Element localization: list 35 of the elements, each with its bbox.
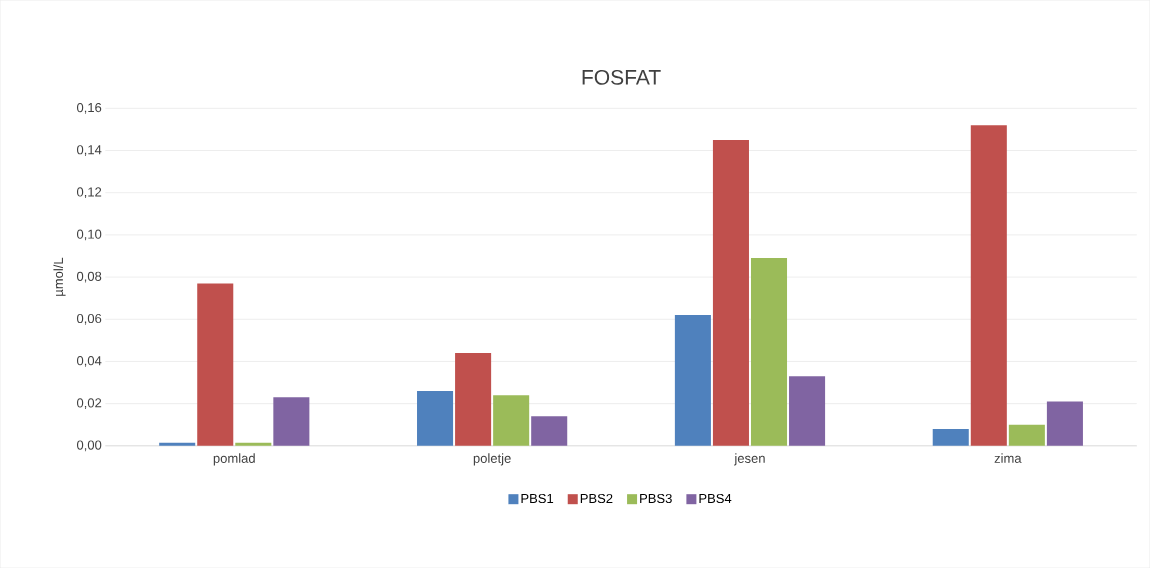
legend-label: PBS1 [521, 493, 554, 504]
bar [493, 395, 530, 446]
y-tick-label: 0,04 [76, 355, 102, 367]
bar [417, 390, 454, 446]
y-tick-label: 0,10 [76, 229, 102, 241]
legend-label: PBS3 [640, 493, 672, 504]
x-tick-label: zima [994, 453, 1022, 463]
bar [674, 314, 711, 446]
bar [1008, 424, 1045, 446]
y-axis-title: µmol/L [53, 257, 66, 296]
y-tick-label: 0,06 [76, 313, 102, 325]
bar [159, 442, 196, 446]
bar [789, 376, 826, 446]
y-tick-label: 0,08 [76, 271, 102, 283]
chart-title: FOSFAT [582, 69, 661, 85]
y-tick-label: 0,12 [76, 187, 102, 198]
bar [1046, 401, 1083, 446]
bar [750, 258, 788, 446]
bar [455, 352, 492, 446]
x-tick-label: poletje [473, 453, 511, 466]
y-tick-label: 0,14 [76, 145, 102, 156]
y-tick-label: 0,00 [76, 440, 102, 452]
bar [531, 416, 568, 446]
bar [273, 397, 310, 446]
x-tick-label: jesen [734, 453, 765, 466]
y-tick-label: 0,02 [76, 398, 102, 409]
legend-label: PBS2 [580, 493, 613, 504]
bar [235, 442, 272, 446]
bar [932, 428, 969, 446]
legend-label: PBS4 [699, 493, 732, 504]
x-tick-label: pomlad [213, 453, 255, 466]
y-tick-label: 0,16 [76, 102, 102, 114]
bar [970, 125, 1007, 446]
bar [712, 139, 749, 446]
bar [197, 283, 234, 446]
